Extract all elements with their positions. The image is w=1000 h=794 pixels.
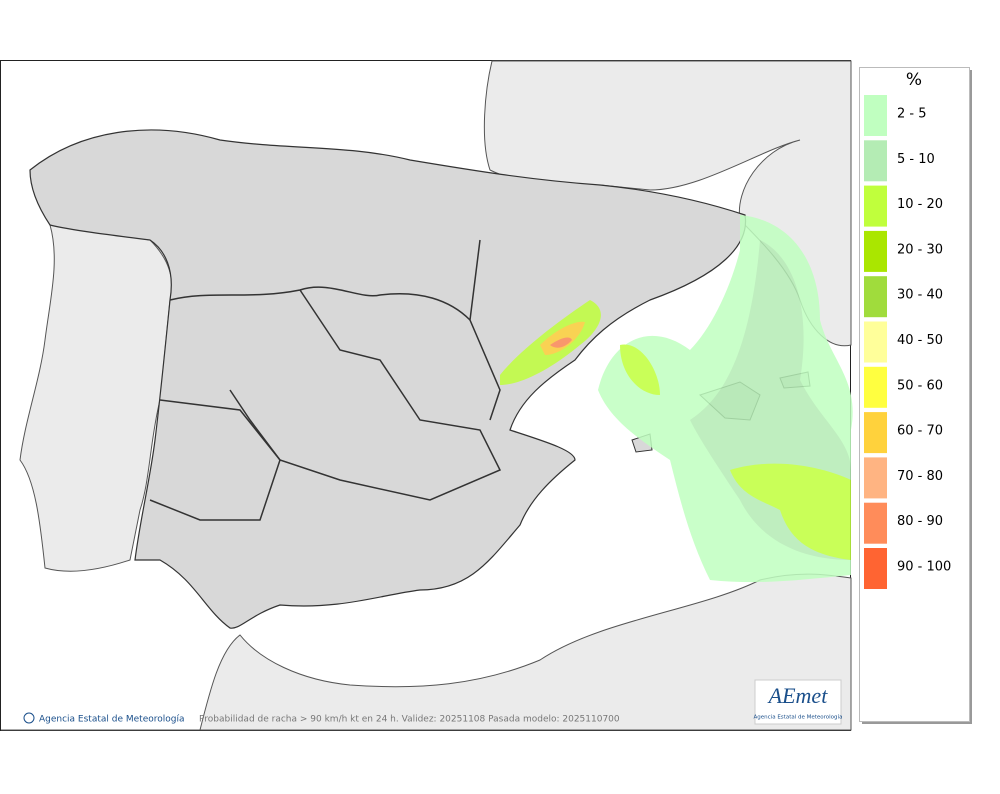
legend-swatch (864, 276, 887, 318)
legend-swatch (864, 95, 887, 136)
legend-swatch (864, 185, 887, 227)
area-60-70 (540, 321, 585, 355)
legend-swatch (864, 502, 887, 544)
legend-label: 50 - 60 (897, 378, 943, 393)
legend: % 2 - 5 5 - 10 10 - 20 20 - 30 30 - 40 40 - 5… (859, 67, 972, 724)
area-80-90 (550, 337, 572, 348)
legend-label: 5 - 10 (897, 152, 935, 167)
legend-swatch (864, 321, 887, 363)
legend-label: 30 - 40 (897, 288, 943, 303)
legend-swatch (864, 548, 887, 589)
logo-box (754, 679, 842, 725)
area-10-20 (620, 344, 851, 560)
region-borders (149, 239, 502, 521)
legend-swatch (864, 457, 887, 499)
logo-name: AEmet (767, 683, 829, 708)
caption: Probabilidad de racha > 90 km/h kt en 24… (199, 715, 620, 725)
spain-land (29, 129, 747, 629)
legend-label: 60 - 70 (897, 424, 943, 439)
legend-label: 90 - 100 (897, 560, 951, 575)
legend-label: 2 - 5 (897, 107, 927, 122)
legend-swatch (864, 140, 887, 182)
probability-areas (500, 215, 853, 583)
legend-swatch (864, 412, 887, 454)
credit: Agencia Estatal de Meteorología (39, 715, 185, 725)
legend-label: 80 - 90 (897, 514, 943, 529)
legend-label: 10 - 20 (897, 197, 943, 212)
map: Agencia Estatal de Meteorología Probabil… (0, 60, 853, 731)
logo-subtitle: Agencia Estatal de Meteorología (754, 714, 843, 721)
legend-swatch (864, 366, 887, 408)
legend-label: 70 - 80 (897, 469, 943, 484)
legend-title: % (906, 70, 922, 90)
legend-label: 40 - 50 (897, 333, 943, 348)
legend-label: 20 - 30 (897, 242, 943, 257)
copyright-icon (23, 712, 35, 724)
legend-swatch (864, 230, 887, 272)
